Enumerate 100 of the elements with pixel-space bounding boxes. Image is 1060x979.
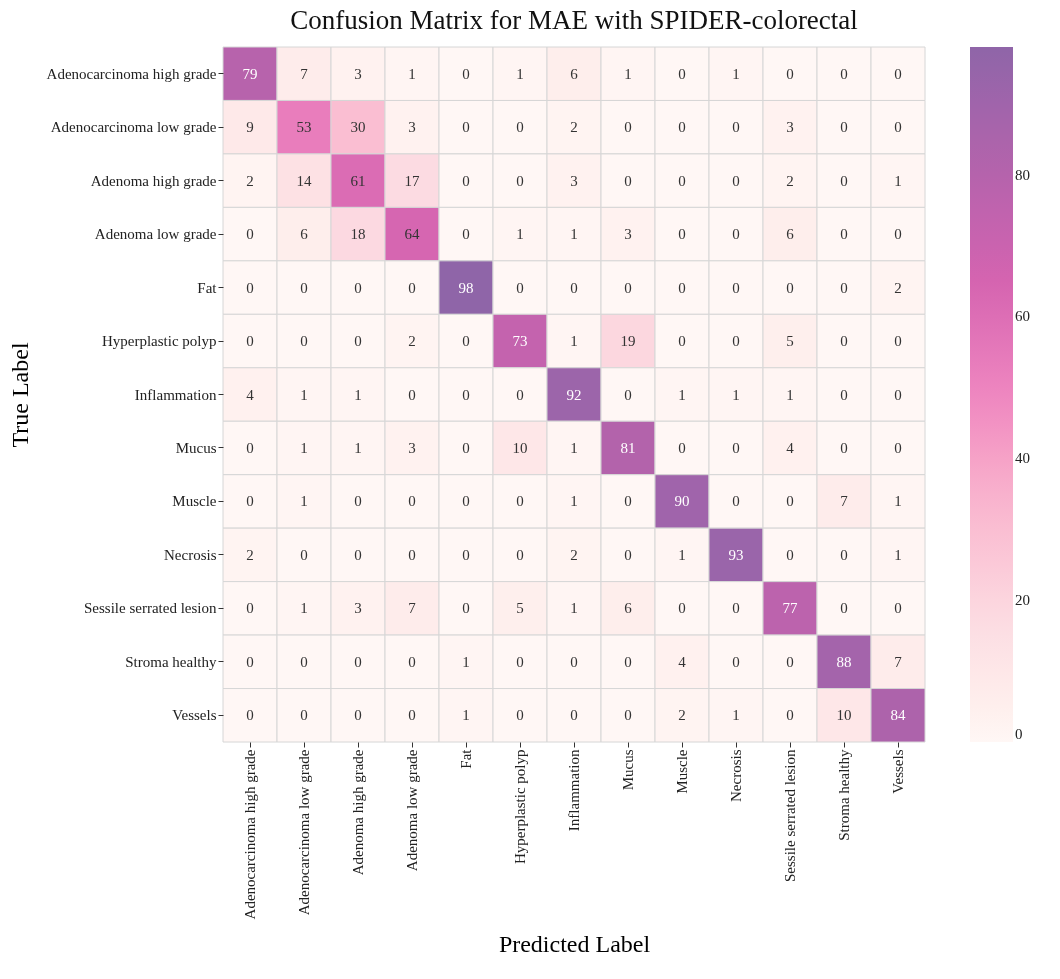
data-label: 0 (678, 119, 686, 136)
data-label: 1 (570, 439, 578, 456)
data-label: 0 (246, 600, 254, 617)
data-label: 0 (678, 279, 686, 296)
data-label: 3 (354, 65, 362, 82)
data-label: 0 (462, 172, 470, 189)
data-label: 0 (840, 600, 848, 617)
data-label: 0 (678, 65, 686, 82)
data-label: 1 (300, 386, 308, 403)
data-label: 0 (246, 707, 254, 724)
data-label: 0 (516, 653, 524, 670)
data-label: 2 (894, 279, 902, 296)
x-tick-label: Vessels (890, 749, 906, 794)
data-label: 0 (354, 546, 362, 563)
data-label: 1 (894, 493, 902, 510)
data-label: 1 (570, 493, 578, 510)
data-label: 10 (512, 439, 528, 456)
data-label: 0 (462, 546, 470, 563)
data-label: 0 (462, 600, 470, 617)
data-label: 4 (246, 386, 255, 403)
y-tick-label: Adenocarcinoma high grade (46, 65, 217, 82)
data-label: 0 (246, 279, 254, 296)
data-label: 0 (732, 333, 740, 350)
data-label: 1 (462, 653, 470, 670)
data-label: 1 (894, 172, 902, 189)
data-label: 6 (570, 65, 579, 82)
y-tick-label: Inflammation (134, 386, 217, 403)
data-label: 1 (624, 65, 632, 82)
data-label: 0 (516, 546, 524, 563)
data-label: 0 (840, 546, 848, 563)
data-label: 2 (408, 333, 416, 350)
data-label: 0 (462, 226, 470, 243)
data-label: 0 (732, 226, 740, 243)
color-bar-label: 20 (1015, 592, 1030, 609)
data-label: 0 (894, 333, 902, 350)
data-label: 2 (246, 172, 254, 189)
data-label: 6 (624, 600, 633, 617)
data-label: 0 (732, 119, 740, 136)
data-label: 5 (516, 600, 524, 617)
data-label: 0 (624, 172, 632, 189)
x-tick-label: Mucus (620, 749, 636, 791)
data-label: 0 (516, 119, 524, 136)
data-label: 0 (300, 707, 308, 724)
data-label: 0 (462, 65, 470, 82)
x-axis-title: Predicted Label (498, 931, 651, 958)
data-label: 0 (462, 439, 470, 456)
data-label: 0 (894, 600, 902, 617)
data-label: 0 (516, 707, 524, 724)
data-label: 1 (462, 707, 470, 724)
data-label: 84 (890, 707, 906, 724)
data-label: 4 (786, 439, 795, 456)
data-label: 30 (350, 119, 366, 136)
data-label: 7 (840, 493, 849, 510)
data-label: 0 (624, 386, 632, 403)
data-label: 0 (354, 653, 362, 670)
data-label: 90 (674, 493, 690, 510)
data-label: 0 (570, 653, 578, 670)
data-label: 3 (624, 226, 632, 243)
data-label: 0 (840, 333, 848, 350)
data-label: 0 (786, 653, 794, 670)
data-label: 0 (840, 439, 848, 456)
data-label: 0 (894, 386, 902, 403)
data-label: 0 (894, 439, 902, 456)
data-label: 7 (300, 65, 309, 82)
data-label: 0 (354, 279, 362, 296)
data-label: 0 (462, 386, 470, 403)
data-label: 0 (354, 707, 362, 724)
data-label: 0 (894, 65, 902, 82)
data-label: 0 (840, 119, 848, 136)
data-label: 19 (620, 333, 636, 350)
y-tick-label: Stroma healthy (125, 653, 217, 670)
data-label: 81 (620, 439, 636, 456)
data-label: 0 (246, 439, 254, 456)
data-label: 0 (516, 279, 524, 296)
data-label: 0 (894, 119, 902, 136)
data-label: 88 (836, 653, 852, 670)
data-label: 10 (836, 707, 852, 724)
data-label: 0 (408, 279, 416, 296)
data-label: 1 (786, 386, 794, 403)
data-label: 2 (678, 707, 686, 724)
data-label: 3 (408, 119, 416, 136)
data-label: 0 (678, 226, 686, 243)
data-label: 0 (732, 600, 740, 617)
data-label: 18 (350, 226, 366, 243)
data-label: 2 (786, 172, 794, 189)
y-tick-label: Muscle (172, 493, 217, 510)
data-label: 1 (516, 65, 524, 82)
data-label: 0 (786, 279, 794, 296)
data-label: 0 (516, 386, 524, 403)
data-label: 3 (570, 172, 578, 189)
data-label: 1 (894, 546, 902, 563)
data-label: 3 (786, 119, 794, 136)
data-label: 1 (678, 546, 686, 563)
y-tick-label: Necrosis (164, 546, 217, 563)
data-label: 0 (840, 65, 848, 82)
data-label: 0 (732, 279, 740, 296)
data-label: 0 (408, 546, 416, 563)
data-label: 73 (512, 333, 528, 350)
data-label: 0 (840, 386, 848, 403)
chart-title: Confusion Matrix for MAE with SPIDER-colorectal (290, 4, 858, 35)
